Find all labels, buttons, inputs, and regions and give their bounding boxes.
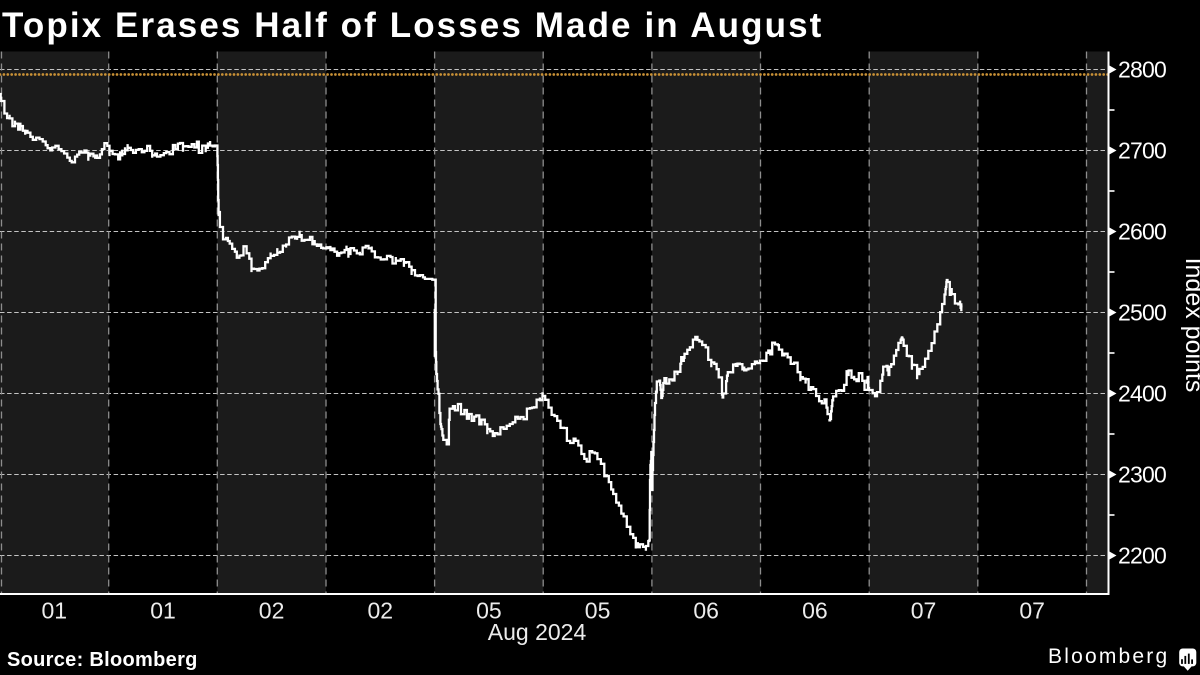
svg-text:05: 05 — [476, 598, 502, 624]
svg-text:02: 02 — [368, 598, 394, 624]
svg-text:Index points: Index points — [1180, 258, 1200, 393]
svg-text:2300: 2300 — [1118, 462, 1166, 488]
svg-text:06: 06 — [802, 598, 828, 624]
svg-text:Topix Erases Half of Losses Ma: Topix Erases Half of Losses Made in Augu… — [2, 6, 823, 45]
svg-text:07: 07 — [911, 598, 937, 624]
svg-text:Aug 2024: Aug 2024 — [488, 619, 587, 645]
svg-text:2200: 2200 — [1118, 543, 1166, 569]
svg-text:2800: 2800 — [1118, 57, 1166, 83]
svg-text:Bloomberg: Bloomberg — [1048, 645, 1169, 668]
svg-text:01: 01 — [150, 598, 176, 624]
svg-text:02: 02 — [259, 598, 285, 624]
svg-text:2500: 2500 — [1118, 300, 1166, 326]
svg-text:05: 05 — [585, 598, 611, 624]
svg-text:2400: 2400 — [1118, 381, 1166, 407]
svg-text:07: 07 — [1019, 598, 1045, 624]
svg-text:01: 01 — [42, 598, 68, 624]
svg-text:Source: Bloomberg: Source: Bloomberg — [7, 649, 198, 671]
svg-text:2700: 2700 — [1118, 138, 1166, 164]
svg-text:2600: 2600 — [1118, 219, 1166, 245]
svg-text:06: 06 — [693, 598, 719, 624]
